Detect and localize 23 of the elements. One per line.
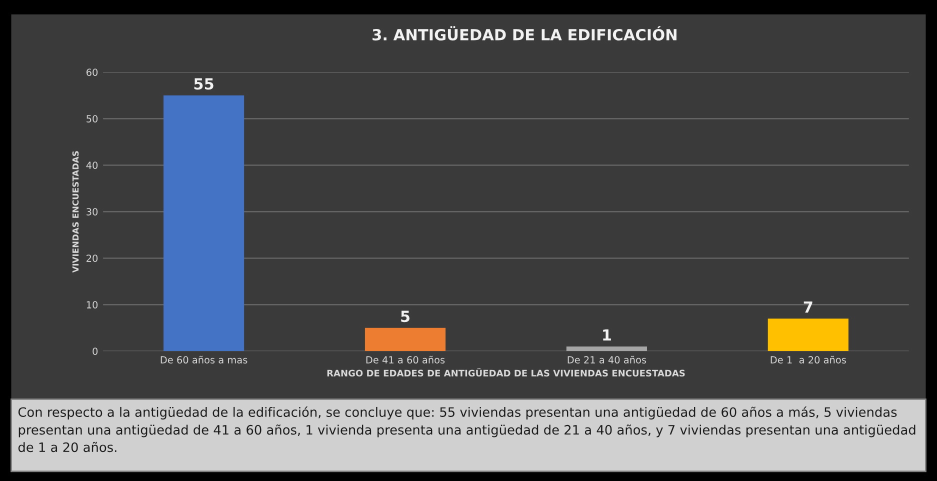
x-tick-label: De 60 años a mas [160, 356, 248, 364]
chart-title: 3. ANTIGÜEDAD DE LA EDIFICACIÓN [372, 26, 676, 41]
y-axis-title: VIVIENDAS ENCUESTADAS [72, 151, 79, 273]
y-tick-label: 60 [86, 68, 98, 76]
y-tick-label: 0 [92, 348, 98, 355]
bar [364, 328, 446, 352]
y-tick-label: 30 [86, 208, 98, 216]
x-tick-label: De 41 a 60 años [366, 356, 445, 364]
x-axis-title: RANGO DE EDADES DE ANTIGÜEDAD DE LAS VIVIENDAS ENCUESTADAS [327, 368, 685, 377]
x-tick-label: De 1 a 20 años [770, 356, 846, 364]
bar [566, 346, 647, 352]
data-label: 5 [401, 310, 410, 322]
bar [164, 95, 244, 352]
y-tick-label: 40 [86, 162, 98, 169]
data-label: 55 [194, 78, 214, 90]
text: Con respecto a la antigüedad de la edificación, se concluye que: 55 viviendas presentan una antigüedad de 60 años a más, 5 viviendas presentan una antigüedad de 41 a 60 años, 1 vivienda presenta una antigüedad de 21 a 40 años, y 7 viviendas presentan una antigüedad de 1 a 20 años. [18, 406, 916, 452]
y-tick-label: 20 [86, 254, 98, 262]
y-tick-label: 10 [86, 301, 98, 308]
data-label: 7 [804, 301, 812, 313]
data-label: 1 [603, 329, 611, 341]
y-tick-label: 50 [86, 115, 98, 122]
x-tick-label: De 21 a 40 años [568, 356, 646, 364]
bar [768, 318, 848, 352]
